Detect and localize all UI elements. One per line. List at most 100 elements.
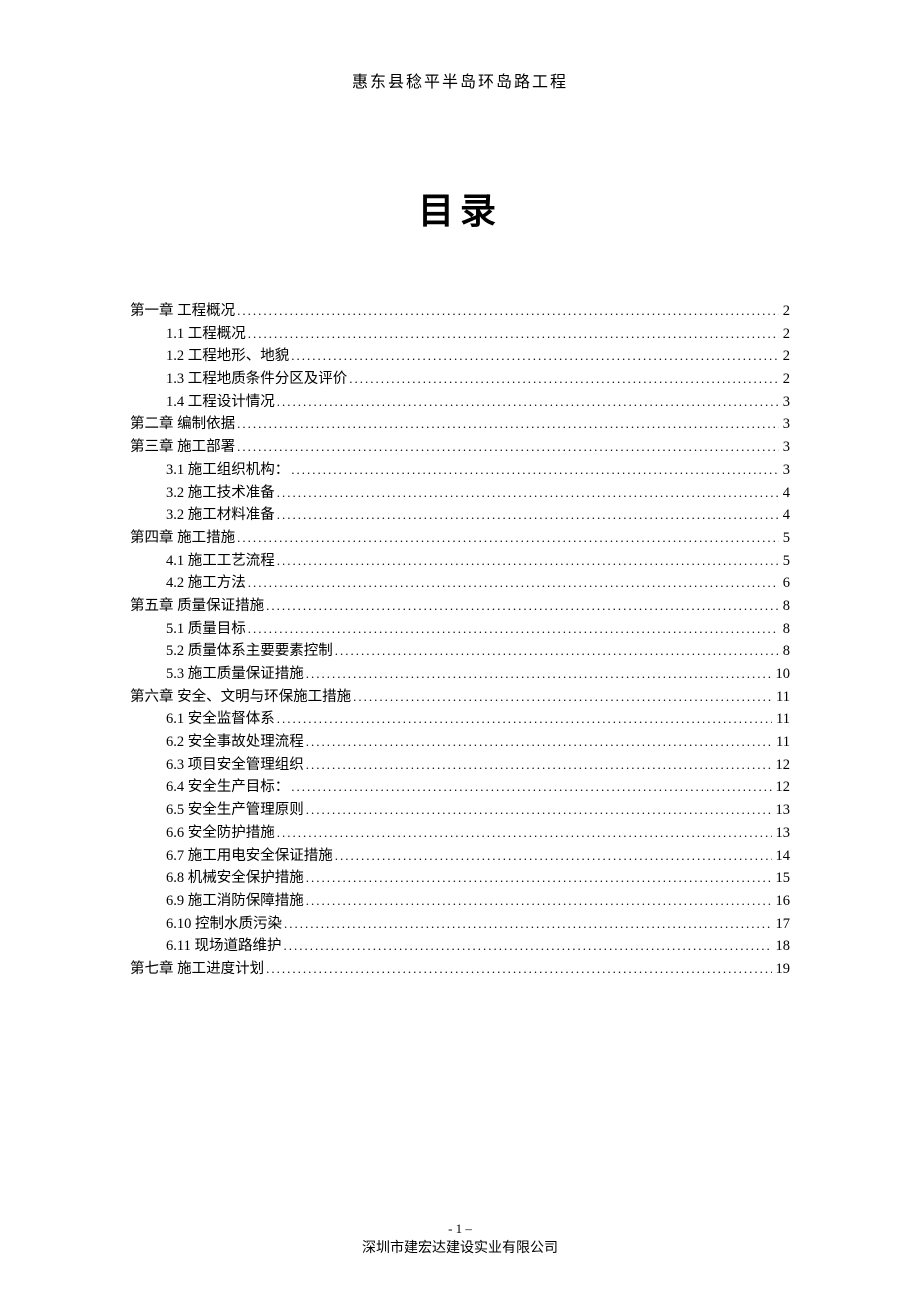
toc-dots — [284, 917, 772, 930]
toc-entry-page: 13 — [776, 826, 791, 841]
toc-entry-label: 6.4 安全生产目标： — [166, 780, 289, 795]
toc-dots — [353, 690, 772, 703]
toc-dots — [248, 576, 779, 589]
toc-entry: 6.11 现场道路维护 18 — [130, 939, 790, 954]
toc-entry-page: 11 — [776, 735, 790, 750]
toc-dots — [306, 735, 772, 748]
toc-entry-page: 19 — [776, 962, 791, 977]
toc-dots — [283, 939, 771, 952]
page-number: - 1 – — [0, 1219, 920, 1239]
toc-entry: 第一章 工程概况 2 — [130, 304, 790, 319]
toc-entry-page: 10 — [776, 667, 791, 682]
toc-entry: 6.7 施工用电安全保证措施 14 — [130, 849, 790, 864]
toc-entry-label: 5.3 施工质量保证措施 — [166, 667, 304, 682]
toc-entry-page: 12 — [776, 758, 791, 773]
toc-entry-label: 1.2 工程地形、地貌 — [166, 349, 289, 364]
toc-entry-label: 第一章 工程概况 — [130, 304, 235, 319]
toc-entry: 第七章 施工进度计划 19 — [130, 962, 790, 977]
toc-entry: 6.10 控制水质污染17 — [130, 917, 790, 932]
toc-entry-page: 11 — [776, 712, 790, 727]
toc-entry-label: 6.8 机械安全保护措施 — [166, 871, 304, 886]
toc-entry-page: 14 — [776, 849, 791, 864]
toc-entry-label: 6.5 安全生产管理原则 — [166, 803, 304, 818]
toc-entry: 4.2 施工方法 6 — [130, 576, 790, 591]
toc-entry: 3.2 施工技术准备4 — [130, 486, 790, 501]
toc-entry: 1.1 工程概况 2 — [130, 327, 790, 342]
toc-entry: 第四章 施工措施 5 — [130, 531, 790, 546]
toc-entry-page: 2 — [783, 327, 790, 342]
toc-dots — [306, 871, 772, 884]
toc-entry-label: 6.11 现场道路维护 — [166, 939, 281, 954]
toc-entry-label: 第四章 施工措施 — [130, 531, 235, 546]
toc-entry-page: 11 — [776, 690, 790, 705]
toc-entry-label: 4.1 施工工艺流程 — [166, 554, 275, 569]
toc-entry-page: 8 — [783, 622, 790, 637]
toc-entry-page: 8 — [783, 599, 790, 614]
toc-entry-page: 5 — [783, 531, 790, 546]
toc-entry-page: 3 — [783, 440, 790, 455]
toc-entry-page: 4 — [783, 508, 790, 523]
toc-entry: 第六章 安全、文明与环保施工措施 11 — [130, 690, 790, 705]
toc-entry: 第五章 质量保证措施 8 — [130, 599, 790, 614]
toc-dots — [277, 712, 772, 725]
toc-entry: 6.8 机械安全保护措施15 — [130, 871, 790, 886]
toc-entry: 5.2 质量体系主要要素控制 8 — [130, 644, 790, 659]
toc-entry-label: 4.2 施工方法 — [166, 576, 246, 591]
toc-entry: 1.3 工程地质条件分区及评价2 — [130, 372, 790, 387]
toc-entry-page: 12 — [776, 780, 791, 795]
document-footer: - 1 – 深圳市建宏达建设实业有限公司 — [0, 1219, 920, 1260]
toc-dots — [349, 372, 779, 385]
toc-dots — [291, 349, 779, 362]
toc-dots — [291, 780, 771, 793]
toc-entry-label: 1.1 工程概况 — [166, 327, 246, 342]
toc-dots — [335, 849, 772, 862]
toc-title: 目录 — [130, 182, 790, 234]
toc-entry: 4.1 施工工艺流程5 — [130, 554, 790, 569]
toc-dots — [237, 304, 779, 317]
toc-entry-page: 13 — [776, 803, 791, 818]
toc-entry-page: 18 — [776, 939, 791, 954]
toc-entry: 5.1 质量目标 8 — [130, 622, 790, 637]
toc-dots — [266, 962, 771, 975]
toc-entry-page: 3 — [783, 395, 790, 410]
toc-entry-label: 6.7 施工用电安全保证措施 — [166, 849, 333, 864]
toc-dots — [277, 395, 779, 408]
toc-dots — [248, 327, 779, 340]
toc-entry: 6.6 安全防护措施13 — [130, 826, 790, 841]
toc-entry: 6.2 安全事故处理流程 11 — [130, 735, 790, 750]
toc-entry-page: 2 — [783, 304, 790, 319]
toc-dots — [277, 508, 779, 521]
toc-entry-label: 第五章 质量保证措施 — [130, 599, 264, 614]
toc-entry: 3.2 施工材料准备4 — [130, 508, 790, 523]
toc-entry-label: 5.1 质量目标 — [166, 622, 246, 637]
toc-entry-page: 8 — [783, 644, 790, 659]
toc-entry-label: 6.10 控制水质污染 — [166, 917, 282, 932]
toc-entry: 3.1 施工组织机构：3 — [130, 463, 790, 478]
toc-entry-page: 6 — [783, 576, 790, 591]
toc-entry-page: 3 — [783, 417, 790, 432]
toc-entry: 6.9 施工消防保障措施16 — [130, 894, 790, 909]
toc-entry-label: 6.9 施工消防保障措施 — [166, 894, 304, 909]
toc-entry: 1.4 工程设计情况 3 — [130, 395, 790, 410]
toc-dots — [306, 667, 772, 680]
document-header: 惠东县稔平半岛环岛路工程 — [130, 68, 790, 92]
toc-dots — [237, 440, 779, 453]
toc-dots — [277, 554, 779, 567]
table-of-contents: 第一章 工程概况 2 1.1 工程概况 2 1.2 工程地形、地貌 2 1.3 工程地质条件… — [130, 304, 790, 976]
toc-entry-label: 5.2 质量体系主要要素控制 — [166, 644, 333, 659]
toc-entry: 6.4 安全生产目标： 12 — [130, 780, 790, 795]
toc-entry-label: 1.4 工程设计情况 — [166, 395, 275, 410]
toc-entry: 6.1 安全监督体系11 — [130, 712, 790, 727]
toc-entry-page: 3 — [783, 463, 790, 478]
toc-entry-label: 第六章 安全、文明与环保施工措施 — [130, 690, 351, 705]
toc-dots — [237, 531, 779, 544]
toc-entry-label: 第七章 施工进度计划 — [130, 962, 264, 977]
toc-entry-label: 1.3 工程地质条件分区及评价 — [166, 372, 347, 387]
toc-entry-label: 第二章 编制依据 — [130, 417, 235, 432]
toc-entry-label: 3.2 施工技术准备 — [166, 486, 275, 501]
toc-entry-label: 6.2 安全事故处理流程 — [166, 735, 304, 750]
toc-entry-label: 第三章 施工部署 — [130, 440, 235, 455]
toc-entry-page: 2 — [783, 349, 790, 364]
toc-dots — [248, 622, 779, 635]
document-page: 惠东县稔平半岛环岛路工程 目录 第一章 工程概况 2 1.1 工程概况 2 1.2 工程… — [0, 0, 920, 976]
